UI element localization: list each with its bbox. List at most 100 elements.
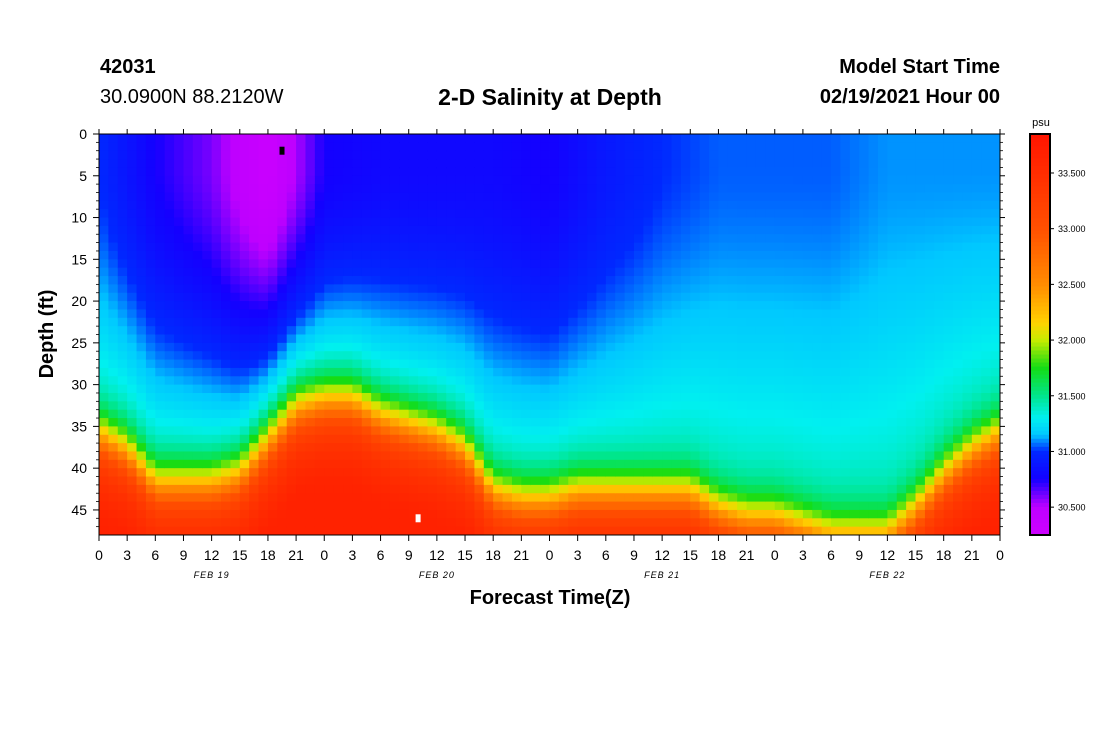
date-label: FEB 22 [869, 570, 905, 580]
heatmap-cell [239, 242, 250, 252]
heatmap-cell [962, 459, 973, 469]
heatmap-cell [474, 167, 485, 177]
heatmap-cell [314, 384, 325, 394]
heatmap-cell [502, 434, 513, 444]
heatmap-cell [953, 225, 964, 235]
heatmap-cell [399, 159, 410, 169]
heatmap-cell [577, 301, 588, 311]
heatmap-cell [746, 459, 757, 469]
heatmap-cell [211, 200, 222, 210]
heatmap-cell [793, 250, 804, 260]
heatmap-cell [343, 376, 354, 386]
heatmap-cell [333, 209, 344, 219]
heatmap-cell [690, 392, 701, 402]
heatmap-cell [108, 351, 119, 361]
heatmap-cell [746, 518, 757, 528]
heatmap-cell [427, 418, 438, 427]
heatmap-cell [211, 409, 222, 419]
heatmap-cell [183, 342, 194, 352]
heatmap-cell [296, 367, 307, 377]
heatmap-cell [680, 468, 691, 478]
heatmap-cell [436, 468, 447, 478]
heatmap-cell [568, 434, 579, 444]
heatmap-cell [765, 376, 776, 386]
heatmap-cell [117, 376, 128, 386]
heatmap-cell [361, 459, 372, 469]
heatmap-cell [962, 359, 973, 369]
heatmap-cell [737, 192, 748, 202]
heatmap-cell [277, 200, 288, 210]
heatmap-cell [202, 276, 213, 285]
heatmap-cell [258, 167, 269, 177]
heatmap-cell [755, 326, 766, 336]
heatmap-cell [389, 326, 400, 336]
heatmap-cell [127, 501, 138, 511]
heatmap-cell [624, 150, 635, 160]
heatmap-cell [343, 526, 354, 535]
heatmap-cell [324, 175, 335, 185]
heatmap-cell [793, 401, 804, 411]
heatmap-cell [446, 526, 457, 535]
heatmap-cell [352, 267, 363, 277]
heatmap-cell [521, 242, 532, 252]
heatmap-cell [408, 259, 419, 269]
heatmap-cell [211, 209, 222, 219]
heatmap-cell [680, 418, 691, 427]
heatmap-cell [202, 434, 213, 444]
heatmap-cell [784, 392, 795, 402]
heatmap-cell [286, 192, 297, 202]
heatmap-cell [267, 451, 278, 461]
heatmap-cell [831, 359, 842, 369]
heatmap-cell [943, 150, 954, 160]
heatmap-cell [934, 342, 945, 352]
heatmap-cell [136, 409, 147, 419]
heatmap-cell [455, 342, 466, 352]
heatmap-cell [145, 309, 156, 319]
heatmap-cell [699, 476, 710, 486]
heatmap-cell [549, 418, 560, 427]
heatmap-cell [164, 142, 175, 152]
heatmap-cell [211, 468, 222, 478]
heatmap-cell [183, 276, 194, 285]
heatmap-cell [558, 175, 569, 185]
heatmap-cell [371, 326, 382, 336]
heatmap-cell [202, 284, 213, 294]
heatmap-cell [896, 234, 907, 244]
heatmap-cell [755, 468, 766, 478]
heatmap-cell [699, 317, 710, 327]
heatmap-cell [549, 342, 560, 352]
heatmap-cell [887, 342, 898, 352]
colorbar-swatch [1030, 358, 1050, 364]
heatmap-cell [662, 142, 673, 152]
heatmap-cell [802, 443, 813, 453]
heatmap-cell [239, 418, 250, 427]
heatmap-cell [802, 509, 813, 519]
heatmap-cell [737, 426, 748, 436]
heatmap-cell [652, 484, 663, 494]
heatmap-cell [145, 367, 156, 377]
heatmap-cell [821, 526, 832, 535]
heatmap-cell [164, 276, 175, 285]
heatmap-cell [943, 484, 954, 494]
heatmap-cell [558, 234, 569, 244]
heatmap-cell [868, 326, 879, 336]
heatmap-cell [502, 501, 513, 511]
heatmap-cell [493, 459, 504, 469]
heatmap-cell [530, 384, 541, 394]
heatmap-cell [333, 242, 344, 252]
heatmap-cell [596, 476, 607, 486]
heatmap-cell [99, 192, 109, 202]
heatmap-cell [755, 434, 766, 444]
heatmap-cell [530, 167, 541, 177]
heatmap-cell [155, 250, 166, 260]
heatmap-cell [483, 443, 494, 453]
heatmap-cell [934, 142, 945, 152]
heatmap-cell [596, 134, 607, 143]
heatmap-cell [868, 443, 879, 453]
heatmap-cell [314, 242, 325, 252]
heatmap-cell [446, 276, 457, 285]
heatmap-cell [174, 225, 185, 235]
heatmap-cell [840, 301, 851, 311]
heatmap-cell [718, 142, 729, 152]
heatmap-cell [530, 476, 541, 486]
